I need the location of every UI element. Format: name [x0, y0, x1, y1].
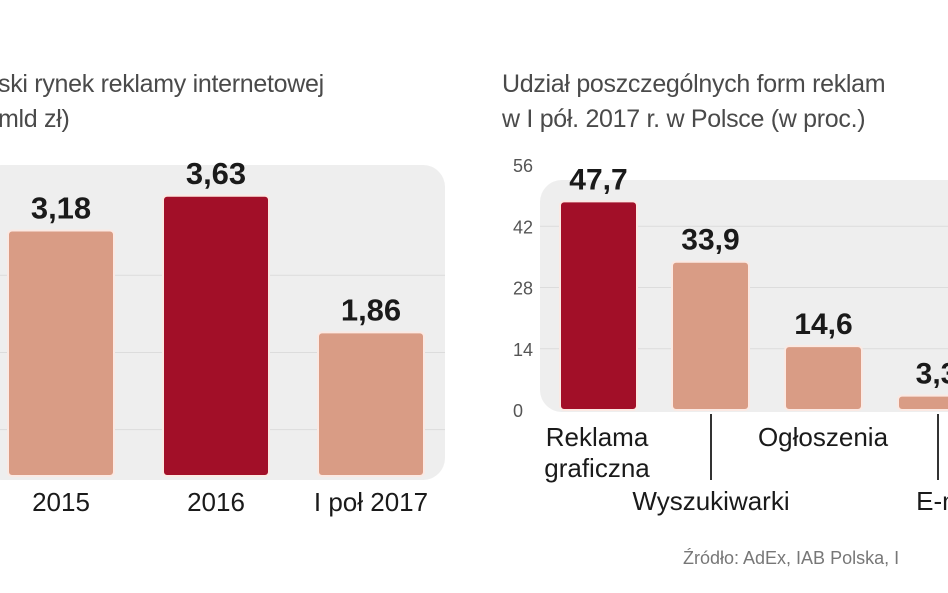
right-category-label: Ogłoszenia	[758, 422, 889, 452]
left-category-label: 2015	[32, 487, 90, 517]
left-category-label: 2016	[187, 487, 245, 517]
right-category-label: Reklama	[546, 422, 649, 452]
right-bar-1	[559, 200, 638, 411]
source-note: Źródło: AdEx, IAB Polska, I	[683, 548, 900, 568]
left-data-label: 3,63	[186, 156, 246, 191]
right-y-tick-label: 42	[513, 217, 533, 237]
right-data-label: 3,3	[916, 358, 948, 391]
left-bar-2016	[162, 194, 270, 477]
right-y-tick-label: 14	[513, 340, 533, 360]
left-data-label: 1,86	[341, 292, 401, 327]
right-y-tick-label: 0	[513, 401, 523, 421]
right-data-label: 33,9	[681, 224, 739, 257]
left-bar-i-poł-2017	[317, 331, 425, 477]
right-bar-2	[671, 260, 750, 411]
right-bar-4	[897, 394, 948, 411]
right-data-label: 14,6	[794, 308, 852, 341]
right-category-label: graficzna	[544, 453, 650, 483]
right-y-tick-label: 28	[513, 279, 533, 299]
left-chart-title-line2: mld zł)	[0, 105, 70, 133]
right-bar-3	[784, 345, 863, 411]
right-chart-title-line2: w I pół. 2017 r. w Polsce (w proc.)	[502, 105, 866, 133]
right-chart-title-line1: Udział poszczególnych form reklam	[502, 70, 886, 98]
right-category-label: E-m	[916, 486, 948, 516]
left-category-label: I poł 2017	[314, 487, 428, 517]
left-bar-2015	[7, 229, 115, 477]
right-y-tick-label: 56	[513, 156, 533, 176]
left-data-label: 3,18	[31, 191, 91, 226]
right-data-label: 47,7	[569, 163, 627, 196]
right-category-label: Wyszukiwarki	[632, 486, 789, 516]
left-chart-title-line1: ski rynek reklamy internetowej	[0, 70, 324, 98]
